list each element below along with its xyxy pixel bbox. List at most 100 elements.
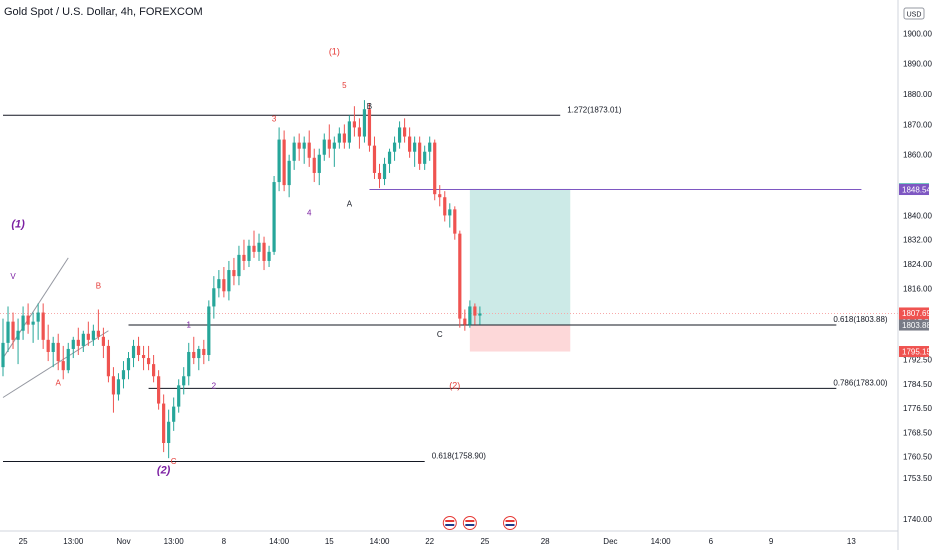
time-tick-label: 14:00: [269, 537, 290, 546]
candle-body: [227, 270, 231, 292]
price-badge-label: 1795.15: [902, 348, 931, 357]
time-tick-label: Nov: [116, 537, 130, 546]
candle-body: [237, 254, 241, 277]
candle-body: [111, 376, 116, 395]
candle-body: [287, 160, 291, 186]
wave-label: (2): [449, 380, 460, 390]
candle-body: [222, 279, 226, 292]
candle-body: [61, 361, 65, 371]
event-flag-stripe: [445, 524, 455, 526]
candle-body: [282, 139, 286, 186]
wave-label: (1): [329, 47, 340, 57]
candles-group: [1, 100, 482, 459]
event-flag-stripe: [505, 524, 515, 526]
price-tick-label: 1784.50: [903, 380, 932, 389]
candle-body: [292, 142, 296, 161]
wave-label: V: [10, 272, 16, 281]
time-tick-label: 9: [769, 537, 774, 546]
candle-body: [357, 127, 362, 137]
fib-level-label: 0.618(1758.90): [432, 452, 487, 461]
event-flag-stripe: [505, 520, 515, 522]
price-badge: [899, 319, 929, 331]
candle-body: [71, 339, 75, 349]
candle-body: [31, 321, 35, 325]
candle-body: [6, 321, 10, 343]
candle-body: [136, 345, 141, 356]
wave-label: A: [56, 378, 62, 387]
candle-body: [197, 348, 201, 359]
wave-label: (2): [157, 464, 171, 476]
candle-body: [51, 342, 55, 352]
candle-body: [66, 348, 70, 371]
time-tick-label: 22: [425, 537, 434, 546]
candle-body: [397, 127, 402, 143]
event-flag-stripe: [465, 524, 475, 526]
candle-body: [277, 139, 281, 183]
candle-body: [121, 370, 126, 380]
time-tick-label: 14:00: [651, 537, 672, 546]
candle-body: [453, 209, 457, 234]
event-flag-icon: [462, 516, 477, 530]
candle-body: [347, 121, 351, 143]
candle-body: [428, 142, 432, 152]
candle-body: [352, 121, 356, 128]
candle-body: [21, 315, 25, 331]
wave-label: 5: [342, 81, 347, 90]
price-tick-label: 1870.00: [903, 120, 932, 129]
price-badge-label: 1848.54: [902, 186, 931, 195]
wave-label: A: [347, 199, 353, 208]
candle-body: [307, 142, 311, 158]
candle-body: [182, 376, 186, 386]
candle-body: [101, 336, 105, 346]
candle-body: [187, 351, 191, 377]
candle-body: [362, 109, 367, 137]
fib-level-label: 1.272(1873.01): [567, 105, 622, 114]
time-tick-label: 25: [480, 537, 489, 546]
candle-body: [473, 306, 477, 316]
candle-body: [408, 136, 412, 152]
currency-badge: [903, 7, 925, 20]
candle-body: [438, 194, 442, 198]
fib-level-label: 0.618(1803.88): [833, 315, 888, 324]
trendline: [2, 330, 109, 398]
candle-body: [448, 209, 452, 216]
price-tick-label: 1768.50: [903, 428, 932, 437]
candle-body: [433, 142, 437, 195]
candle-body: [56, 342, 60, 362]
fib-level-label: 0.786(1783.00): [833, 378, 888, 387]
candle-body: [247, 245, 251, 261]
candle-body: [152, 364, 156, 377]
time-tick-label: Dec: [603, 537, 617, 546]
candle-body: [116, 379, 121, 395]
plot-area: 1.272(1873.01) 0.618(1803.88) 0.786(1783.0…: [0, 47, 898, 530]
candle-body: [131, 345, 136, 359]
candle-body: [302, 142, 306, 149]
candle-body: [207, 306, 211, 356]
candle-body: [1, 342, 5, 368]
candle-body: [257, 242, 261, 252]
candle-body: [327, 139, 331, 149]
candle-body: [46, 339, 50, 352]
time-axis: 25 13:00 Nov 13:00 8 14:00 15 14:00 22 25 28 Dec 14:…: [0, 530, 898, 546]
price-tick-label: 1816.00: [903, 284, 932, 293]
candle-body: [272, 182, 276, 252]
candle-body: [392, 142, 397, 152]
time-tick-label: 8: [222, 537, 227, 546]
chart-title: Gold Spot / U.S. Dollar, 4h, FOREXCOM: [4, 6, 203, 18]
event-flag-icon: [503, 516, 518, 530]
candle-body: [217, 279, 221, 289]
position-loss-zone: [469, 325, 571, 352]
wave-label: B: [367, 102, 372, 111]
wave-label: 2: [212, 381, 217, 390]
candle-body: [413, 142, 417, 152]
candle-body: [403, 127, 407, 137]
candle-body: [342, 133, 346, 143]
candle-body: [11, 321, 15, 340]
price-badge-label: 1803.88: [902, 321, 931, 330]
price-tick-label: 1840.00: [903, 211, 932, 220]
candle-body: [96, 330, 100, 337]
price-tick-label: 1792.50: [903, 356, 932, 365]
candle-body: [162, 403, 166, 444]
candle-body: [322, 139, 326, 155]
